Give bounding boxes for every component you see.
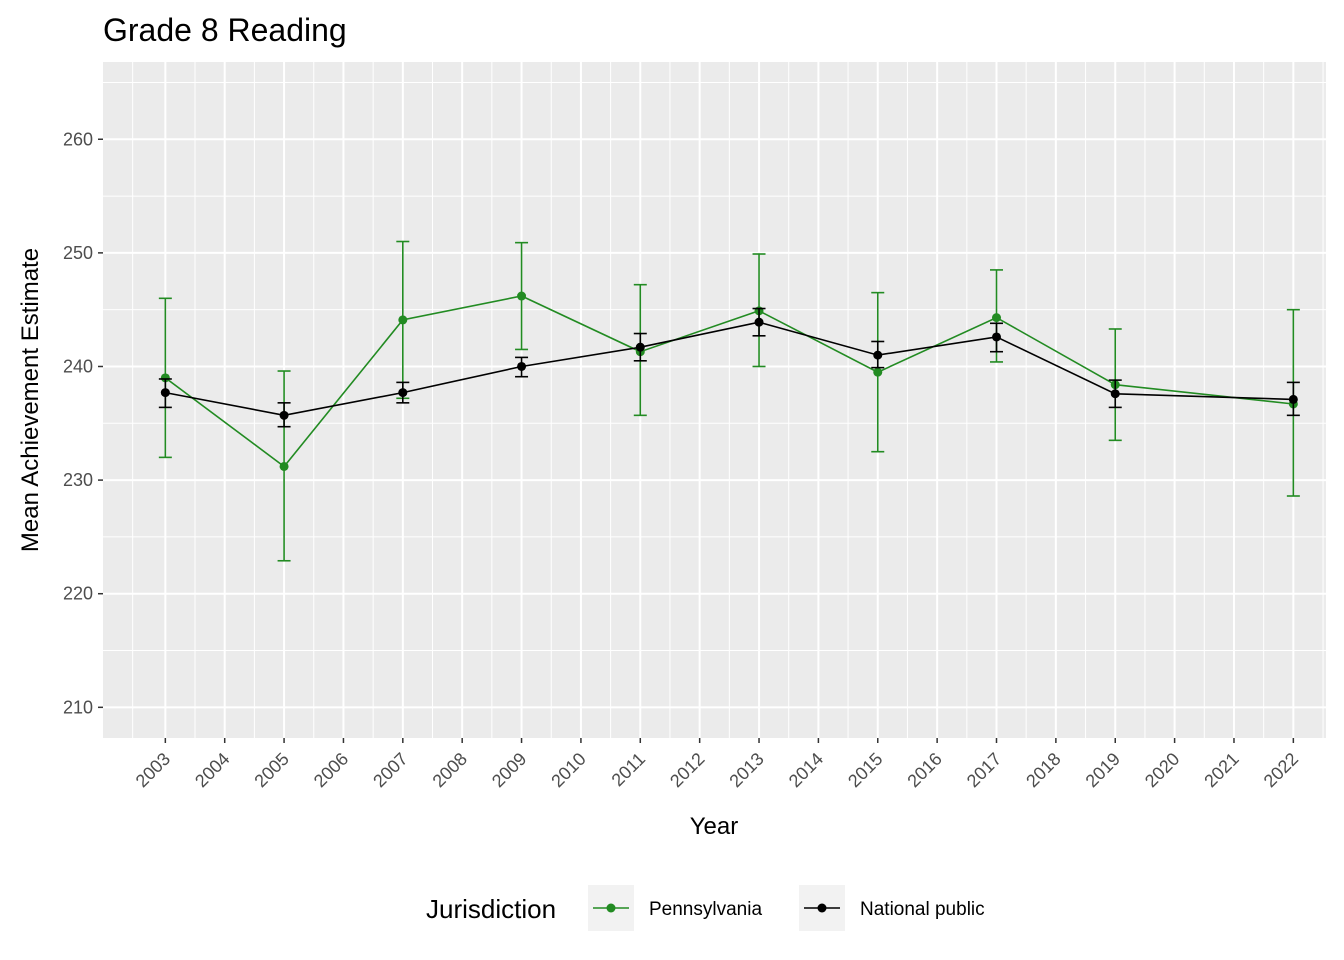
legend-label: Pennsylvania xyxy=(649,899,762,920)
y-axis-title: Mean Achievement Estimate xyxy=(17,248,44,552)
x-axis: 2003 2004 2005 2006 2007 2008 2009 2010 2011 2012… xyxy=(132,738,1302,791)
x-tick-label: 2004 xyxy=(191,749,233,791)
legend: Jurisdiction Pennsylvania National public xyxy=(426,885,985,931)
series xyxy=(158,307,1300,428)
chart-title: Grade 8 Reading xyxy=(103,12,347,48)
legend-label: National public xyxy=(860,899,985,920)
data-point xyxy=(160,388,170,398)
data-point xyxy=(517,361,527,371)
x-tick-label: 2011 xyxy=(608,749,650,791)
y-tick-label: 220 xyxy=(63,584,93,604)
data-point xyxy=(635,342,645,352)
x-tick-label: 2005 xyxy=(250,749,292,791)
data-point xyxy=(873,350,883,360)
x-tick-label: 2015 xyxy=(844,749,886,791)
x-tick-label: 2019 xyxy=(1082,749,1124,791)
x-tick-label: 2017 xyxy=(963,749,1005,791)
data-point xyxy=(992,313,1002,323)
legend-key-point xyxy=(817,903,827,913)
grid-minor xyxy=(103,62,1326,738)
x-tick-label: 2007 xyxy=(369,749,411,791)
series-line xyxy=(165,321,1294,417)
x-tick-label: 2021 xyxy=(1200,749,1242,791)
x-tick-label: 2020 xyxy=(1141,749,1183,791)
data-point xyxy=(398,315,408,325)
legend-item: Pennsylvania xyxy=(588,885,762,931)
series-layer xyxy=(158,240,1300,562)
x-tick-label: 2010 xyxy=(547,749,589,791)
x-tick-label: 2022 xyxy=(1260,749,1302,791)
y-tick-label: 230 xyxy=(63,470,93,490)
series-line xyxy=(164,295,1294,468)
y-tick-label: 250 xyxy=(63,243,93,263)
x-tick-label: 2009 xyxy=(488,749,530,791)
x-tick-label: 2006 xyxy=(310,749,352,791)
data-point xyxy=(1110,389,1120,399)
legend-item: National public xyxy=(799,885,985,931)
y-axis: 210 220 230 240 250 260 xyxy=(63,129,103,717)
x-tick-label: 2013 xyxy=(725,749,767,791)
data-point xyxy=(992,332,1002,342)
data-point xyxy=(160,373,170,383)
grid-major xyxy=(103,62,1326,738)
x-tick-label: 2008 xyxy=(429,749,471,791)
plot-panel xyxy=(103,62,1326,738)
legend-key-point xyxy=(606,903,616,913)
x-tick-label: 2018 xyxy=(1022,749,1064,791)
data-point xyxy=(517,291,527,301)
data-point xyxy=(279,410,289,420)
data-point xyxy=(398,388,408,398)
data-point xyxy=(1288,394,1298,404)
legend-title: Jurisdiction xyxy=(426,894,556,924)
x-tick-label: 2012 xyxy=(666,749,708,791)
y-tick-label: 210 xyxy=(63,697,93,717)
data-point xyxy=(873,367,883,377)
series xyxy=(158,240,1300,562)
y-tick-label: 260 xyxy=(63,129,93,149)
y-tick-label: 240 xyxy=(63,356,93,376)
data-point xyxy=(279,461,289,471)
x-tick-label: 2016 xyxy=(904,749,946,791)
x-axis-title: Year xyxy=(690,813,739,840)
x-tick-label: 2003 xyxy=(132,749,174,791)
x-tick-label: 2014 xyxy=(785,749,827,791)
data-point xyxy=(754,317,764,327)
